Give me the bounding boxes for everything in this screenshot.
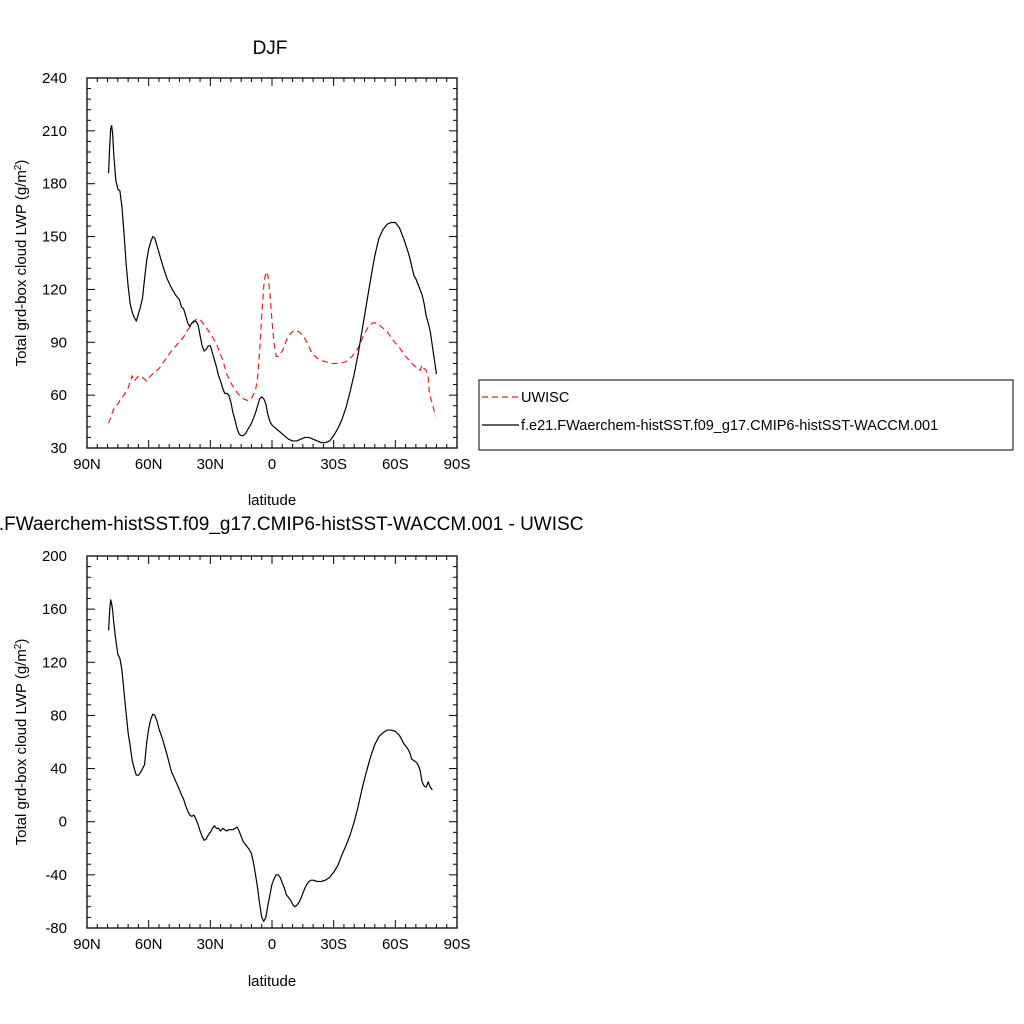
x-tick-label: 0 — [268, 936, 276, 953]
x-tick-label: 90N — [73, 936, 101, 953]
y-tick-label: 200 — [42, 548, 67, 565]
x-tick-label: 90S — [444, 456, 471, 473]
x-tick-label: 30N — [197, 936, 225, 953]
top-panel-ticks: 90N 60N 30N 0 30S 60S 90S 30 60 90 120 150 180 210 240 — [42, 70, 470, 473]
x-tick-label: 60N — [135, 456, 163, 473]
legend-label-model: f.e21.FWaerchem-histSST.f09_g17.CMIP6-hi… — [521, 418, 938, 434]
x-tick-label: 0 — [268, 456, 276, 473]
legend-label-uwisc: UWISC — [521, 390, 569, 406]
bottom-panel-ylabel: Total grd-box cloud LWP (g/m2) — [13, 639, 30, 846]
top-panel: DJF 90N 60N 30N 0 30S 60S 90S 30 60 90 120 150 180 21… — [13, 38, 470, 509]
top-ylabel-superscript: 2 — [13, 164, 24, 170]
x-tick-label: 60S — [382, 936, 409, 953]
legend: UWISC f.e21.FWaerchem-histSST.f09_g17.CM… — [478, 379, 1014, 451]
y-tick-label: 40 — [50, 761, 67, 778]
x-tick-label: 60S — [382, 456, 409, 473]
y-tick-label: 30 — [50, 440, 67, 457]
y-tick-label: -40 — [45, 867, 67, 884]
bottom-panel-xlabel: latitude — [248, 973, 296, 990]
y-tick-label: 180 — [42, 176, 67, 193]
y-tick-label: -80 — [45, 920, 67, 937]
bottom-panel-ticks: 90N 60N 30N 0 30S 60S 90S -80 -40 0 40 80 120 160 200 — [42, 548, 470, 953]
y-tick-label: 90 — [50, 334, 67, 351]
y-tick-label: 160 — [42, 601, 67, 618]
top-plot-frame — [86, 77, 458, 449]
bottom-panel: f.e21.FWaerchem-histSST.f09_g17.CMIP6-hi… — [0, 514, 583, 990]
top-panel-ylabel: Total grd-box cloud LWP (g/m2) — [13, 160, 30, 367]
x-tick-label: 60N — [135, 936, 163, 953]
y-tick-label: 210 — [42, 123, 67, 140]
y-tick-label: 150 — [42, 229, 67, 246]
x-tick-label: 90N — [73, 456, 101, 473]
top-series-line-1 — [107, 124, 438, 444]
y-tick-label: 60 — [50, 387, 67, 404]
top-panel-series — [107, 124, 438, 444]
y-tick-label: 120 — [42, 654, 67, 671]
y-tick-label: 80 — [50, 707, 67, 724]
y-tick-label: 120 — [42, 281, 67, 298]
bottom-series-line-0 — [107, 599, 433, 922]
top-series-line-0 — [108, 271, 437, 424]
top-panel-title: DJF — [253, 38, 288, 59]
bottom-ylabel-tail: ) — [13, 639, 30, 644]
bottom-ylabel-main: Total grd-box cloud LWP (g/m — [13, 649, 30, 845]
top-panel-xlabel: latitude — [248, 492, 296, 509]
y-tick-label: 240 — [42, 70, 67, 87]
bottom-panel-title: f.e21.FWaerchem-histSST.f09_g17.CMIP6-hi… — [0, 514, 583, 535]
bottom-ylabel-superscript: 2 — [13, 643, 24, 649]
legend-frame — [478, 379, 1014, 451]
x-tick-label: 30S — [320, 936, 347, 953]
x-tick-label: 30S — [320, 456, 347, 473]
x-tick-label: 30N — [197, 456, 225, 473]
bottom-panel-series — [107, 599, 433, 922]
x-tick-label: 90S — [444, 936, 471, 953]
y-tick-label: 0 — [59, 814, 67, 831]
top-ylabel-tail: ) — [13, 160, 30, 165]
bottom-plot-frame — [86, 555, 458, 929]
top-ylabel-main: Total grd-box cloud LWP (g/m — [13, 170, 30, 366]
